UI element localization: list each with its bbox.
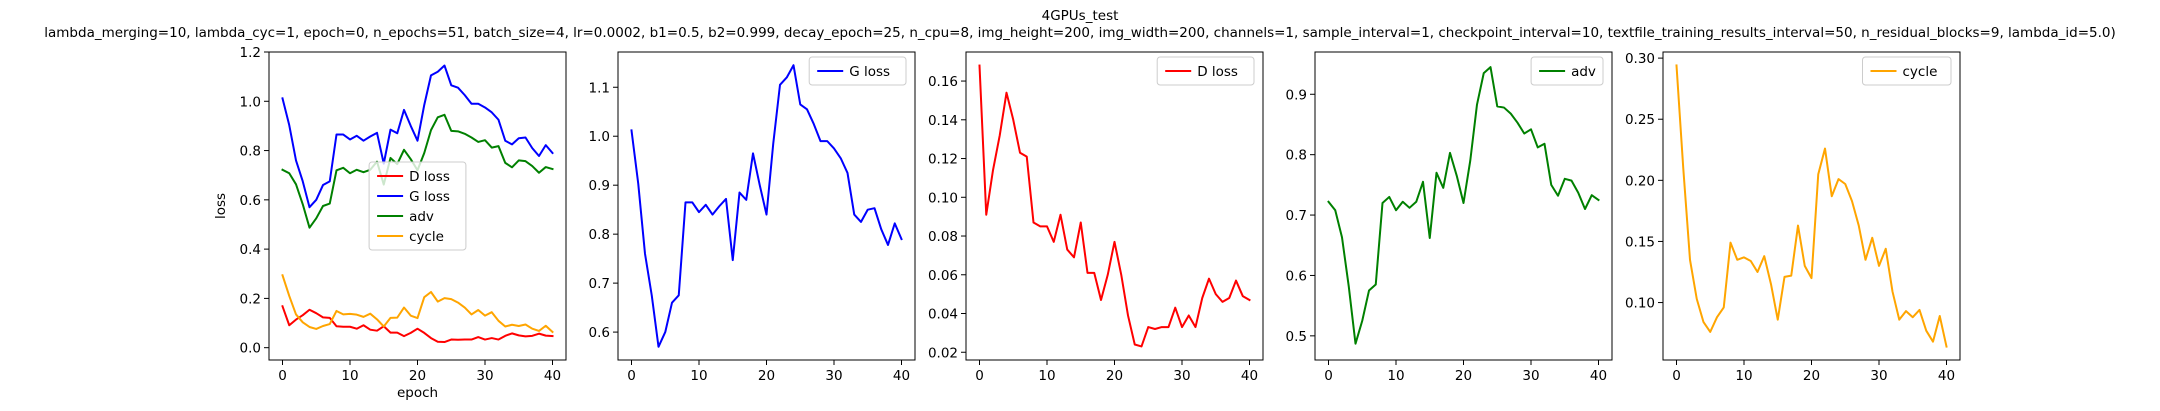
axes-frame xyxy=(1314,51,1613,361)
legend: adv xyxy=(1530,56,1604,86)
x-tick-label: 30 xyxy=(1173,368,1190,384)
legend: D loss G loss adv cycle xyxy=(368,161,467,251)
y-tick-label: 0.08 xyxy=(928,229,958,245)
x-tick-label: 10 xyxy=(1387,368,1404,384)
series-line-g-loss xyxy=(630,64,903,348)
y-tick-label: 1.0 xyxy=(589,129,610,145)
y-tick-label: 0.06 xyxy=(928,268,958,284)
y-tick-label: 0.9 xyxy=(589,178,610,194)
x-tick-label: 40 xyxy=(1590,368,1607,384)
y-tick-label: 0.6 xyxy=(1286,268,1307,284)
legend-box xyxy=(1156,56,1255,86)
y-tick-label: 0.8 xyxy=(1286,148,1307,164)
figure-title: 4GPUs_test xyxy=(1041,8,1119,24)
y-tick-label: 0.30 xyxy=(1625,51,1655,67)
y-tick-label: 0.4 xyxy=(240,242,261,258)
x-tick-label: 40 xyxy=(1241,368,1258,384)
x-tick-label: 0 xyxy=(1324,368,1333,384)
series-line-g-loss xyxy=(281,64,554,209)
chart-panel-2: 0 10 20 30 40 0.6 0.7 0.8 0.9 1.0 1.1 G loss xyxy=(589,51,916,384)
y-axis-label: loss xyxy=(213,193,229,219)
y-tick-label: 0.16 xyxy=(928,74,958,90)
legend-entry-label: adv xyxy=(409,209,434,225)
x-tick-label: 0 xyxy=(627,368,636,384)
legend-box xyxy=(368,161,467,251)
y-tick-label: 0.6 xyxy=(240,193,261,209)
legend-entry-label: G loss xyxy=(409,189,450,205)
y-tick-label: 1.1 xyxy=(589,80,610,96)
x-tick-label: 10 xyxy=(341,368,358,384)
y-tick-label: 0.10 xyxy=(1625,296,1655,312)
y-tick-label: 0.02 xyxy=(928,345,958,361)
y-tick-label: 1.0 xyxy=(240,94,261,110)
x-tick-label: 20 xyxy=(1455,368,1472,384)
x-tick-label: 10 xyxy=(1735,368,1752,384)
series-line-cycle xyxy=(1675,64,1948,348)
y-tick-label: 1.2 xyxy=(240,45,261,61)
series-line-adv xyxy=(1327,66,1600,345)
x-tick-label: 40 xyxy=(1938,368,1955,384)
legend-entry-label: D loss xyxy=(1197,64,1238,80)
y-tick-label: 0.9 xyxy=(1286,87,1307,103)
y-tick-label: 0.7 xyxy=(1286,208,1307,224)
legend-entry-label: D loss xyxy=(409,169,450,185)
y-tick-label: 0.8 xyxy=(589,227,610,243)
x-tick-label: 20 xyxy=(409,368,426,384)
x-tick-label: 30 xyxy=(476,368,493,384)
x-tick-label: 20 xyxy=(1106,368,1123,384)
y-tick-label: 0.15 xyxy=(1625,234,1655,250)
y-tick-label: 0.20 xyxy=(1625,173,1655,189)
x-tick-label: 10 xyxy=(1038,368,1055,384)
chart-panel-1: 0 10 20 30 40 0.0 0.2 0.4 0.6 0.8 1.0 1.2 epoch loss D… xyxy=(213,45,567,401)
series-line-cycle xyxy=(281,273,554,334)
x-tick-label: 20 xyxy=(1803,368,1820,384)
y-tick-label: 0.04 xyxy=(928,307,958,323)
y-tick-label: 0.10 xyxy=(928,190,958,206)
chart-panel-5: 0 10 20 30 40 0.10 0.15 0.20 0.25 0.30 cycle xyxy=(1625,51,1961,384)
x-axis-label: epoch xyxy=(397,385,438,401)
x-tick-label: 30 xyxy=(1870,368,1887,384)
y-tick-label: 0.8 xyxy=(240,144,261,160)
y-tick-label: 0.7 xyxy=(589,276,610,292)
series-line-d-loss xyxy=(978,64,1251,348)
legend-box xyxy=(808,56,907,86)
legend-entry-label: cycle xyxy=(409,229,444,245)
x-tick-label: 40 xyxy=(544,368,561,384)
axes-frame xyxy=(965,51,1264,361)
legend-box xyxy=(1530,56,1604,86)
x-tick-label: 0 xyxy=(975,368,984,384)
legend-box xyxy=(1862,56,1952,86)
legend: D loss xyxy=(1156,56,1255,86)
x-tick-label: 0 xyxy=(278,368,287,384)
x-tick-label: 30 xyxy=(1522,368,1539,384)
y-tick-label: 0.12 xyxy=(928,152,958,168)
y-tick-label: 0.0 xyxy=(240,341,261,357)
x-tick-label: 10 xyxy=(690,368,707,384)
legend-entry-label: adv xyxy=(1571,64,1596,80)
chart-panel-3: 0 10 20 30 40 0.02 0.04 0.06 0.08 0.10 0.12 0.14 0.1… xyxy=(928,51,1264,384)
legend: G loss xyxy=(808,56,907,86)
legend: cycle xyxy=(1862,56,1952,86)
x-tick-label: 30 xyxy=(825,368,842,384)
chart-panel-4: 0 10 20 30 40 0.5 0.6 0.7 0.8 0.9 adv xyxy=(1286,51,1613,384)
figure-subtitle: lambda_merging=10, lambda_cyc=1, epoch=0… xyxy=(44,25,2116,41)
y-tick-label: 0.5 xyxy=(1286,329,1307,345)
y-tick-label: 0.6 xyxy=(589,325,610,341)
x-tick-label: 20 xyxy=(758,368,775,384)
series-line-d-loss xyxy=(281,305,554,344)
y-tick-label: 0.14 xyxy=(928,113,958,129)
legend-entry-label: G loss xyxy=(849,64,890,80)
legend-entry-label: cycle xyxy=(1903,64,1938,80)
x-tick-label: 40 xyxy=(893,368,910,384)
x-tick-label: 0 xyxy=(1672,368,1681,384)
y-tick-label: 0.25 xyxy=(1625,112,1655,128)
y-tick-label: 0.2 xyxy=(240,291,261,307)
